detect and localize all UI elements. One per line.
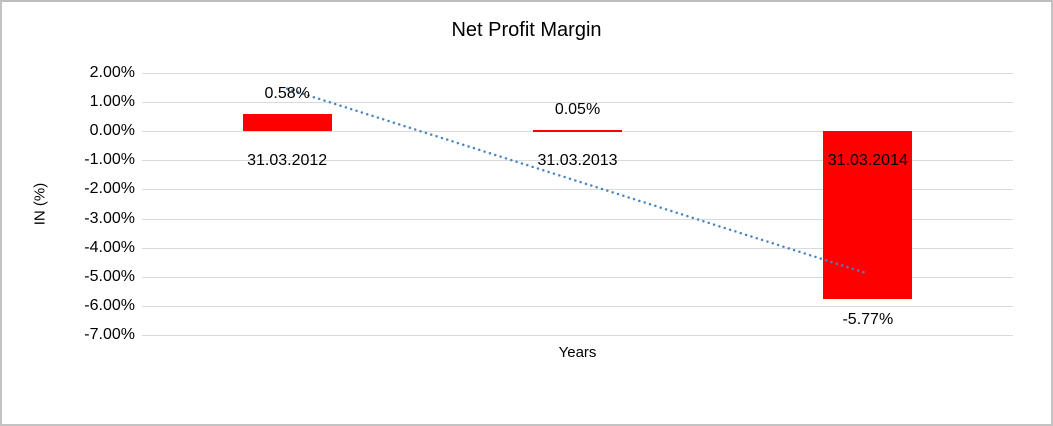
y-tick-label: 0.00% bbox=[89, 122, 135, 140]
y-tick-label: -1.00% bbox=[84, 151, 135, 169]
gridline bbox=[142, 276, 1013, 278]
y-tick-label: -4.00% bbox=[84, 238, 135, 256]
value-label: 0.58% bbox=[264, 85, 310, 103]
chart-title: Net Profit Margin bbox=[451, 19, 602, 41]
category-label: 31.03.2013 bbox=[537, 152, 618, 170]
y-tick-label: -6.00% bbox=[84, 296, 135, 314]
y-tick-label: -2.00% bbox=[84, 180, 135, 198]
gridline bbox=[142, 335, 1013, 336]
bar-31-03-2012 bbox=[242, 114, 332, 132]
value-label: -5.77% bbox=[842, 311, 894, 329]
x-axis-title: Years bbox=[558, 344, 597, 361]
y-tick-label: -5.00% bbox=[84, 267, 135, 285]
y-tick-label: 2.00% bbox=[89, 64, 135, 81]
y-axis-title: IN (%) bbox=[31, 182, 49, 226]
gridline bbox=[142, 305, 1013, 307]
y-tick-label: 1.00% bbox=[89, 93, 135, 111]
y-tick-label: -3.00% bbox=[84, 209, 135, 227]
category-label: 31.03.2012 bbox=[247, 152, 328, 170]
y-tick-label: -7.00% bbox=[84, 326, 135, 343]
bar-31-03-2013 bbox=[533, 129, 622, 132]
value-label: 0.05% bbox=[554, 100, 601, 118]
category-label: 31.03.2014 bbox=[827, 152, 908, 170]
gridline bbox=[142, 73, 1013, 74]
